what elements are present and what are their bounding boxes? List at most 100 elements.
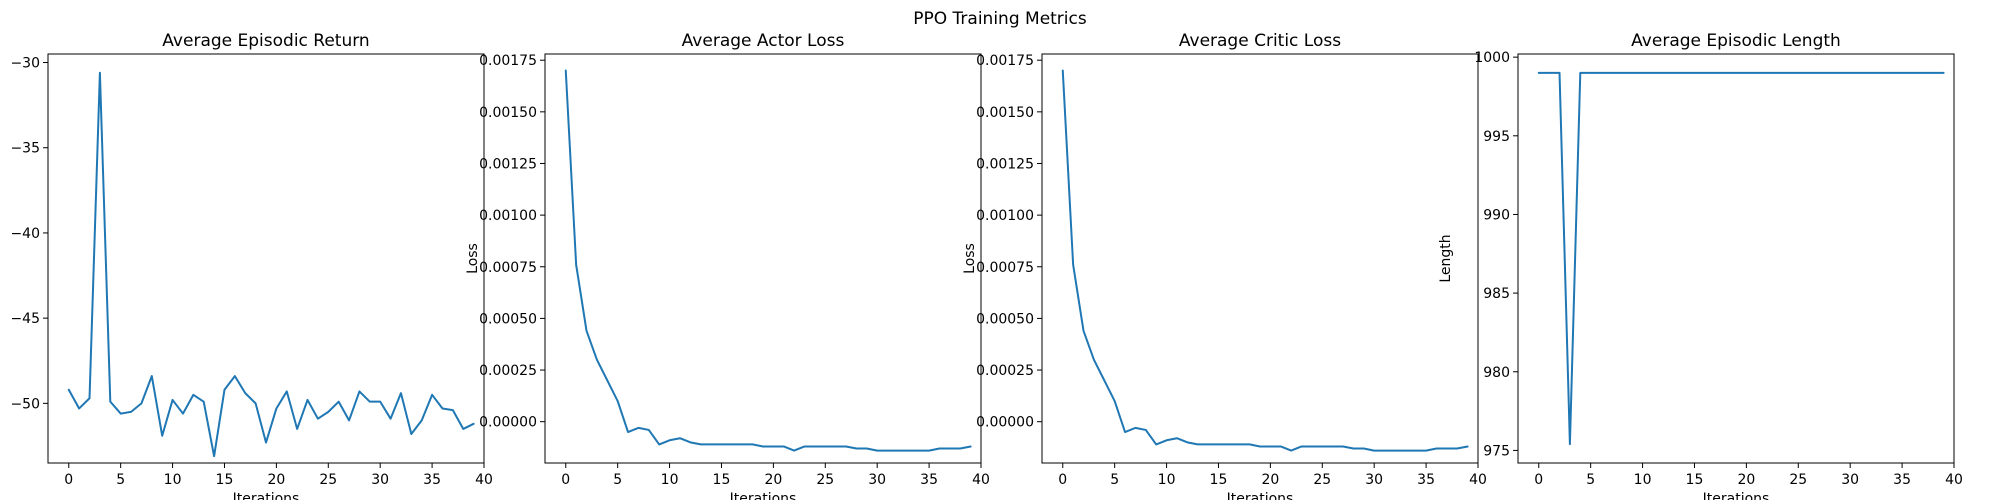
x-tick-label: 40 — [972, 472, 990, 488]
data-point — [1156, 444, 1157, 445]
data-point — [1881, 72, 1882, 73]
x-tick-label: 35 — [1893, 472, 1911, 488]
data-point — [1218, 444, 1219, 445]
data-point — [1715, 72, 1716, 73]
axes-frame — [47, 53, 485, 464]
data-point — [317, 418, 318, 419]
data-point — [1922, 72, 1923, 73]
data-point — [565, 70, 566, 71]
data-point — [380, 401, 381, 402]
data-point — [1611, 72, 1612, 73]
data-point — [1093, 359, 1094, 360]
data-point — [120, 413, 121, 414]
data-point — [1457, 448, 1458, 449]
y-tick-label: 0.00050 — [976, 311, 1034, 327]
data-point — [1446, 448, 1447, 449]
data-point — [690, 442, 691, 443]
data-point — [1384, 450, 1385, 451]
data-point — [970, 446, 971, 447]
x-tick-label: 30 — [1365, 472, 1383, 488]
y-tick-label: 0.00075 — [479, 260, 537, 276]
data-point — [679, 438, 680, 439]
data-point — [1363, 448, 1364, 449]
data-point — [1176, 438, 1177, 439]
data-point — [276, 408, 277, 409]
x-tick-label: 0 — [64, 472, 73, 488]
data-point — [628, 432, 629, 433]
data-point — [255, 403, 256, 404]
y-tick-label: 0.00075 — [976, 260, 1034, 276]
data-point — [1311, 446, 1312, 447]
data-point — [1374, 450, 1375, 451]
data-point — [897, 450, 898, 451]
data-point — [463, 428, 464, 429]
data-point — [596, 359, 597, 360]
data-point — [1228, 444, 1229, 445]
chart-panel-3: 0 5 10 15 20 25 30 35 40 0.00000 0.00025 0.00050 0.0… — [962, 31, 1487, 500]
data-point — [182, 413, 183, 414]
x-tick-label: 0 — [561, 472, 570, 488]
data-point — [648, 429, 649, 430]
data-point — [1621, 72, 1622, 73]
y-tick-label: 995 — [1483, 129, 1510, 145]
data-point — [1569, 444, 1570, 445]
data-point — [783, 446, 784, 447]
data-point — [1746, 72, 1747, 73]
data-point — [1353, 448, 1354, 449]
data-point — [338, 401, 339, 402]
x-tick-label: 15 — [216, 472, 234, 488]
x-tick-label: 20 — [267, 472, 285, 488]
data-point — [1343, 446, 1344, 447]
x-tick-label: 0 — [1534, 472, 1543, 488]
data-point — [1767, 72, 1768, 73]
y-tick-label: −30 — [10, 56, 40, 72]
chart-title: Average Episodic Return — [162, 31, 369, 51]
data-point — [234, 376, 235, 377]
data-point — [731, 444, 732, 445]
data-point — [266, 442, 267, 443]
x-tick-label: 10 — [1634, 472, 1652, 488]
data-point — [1301, 446, 1302, 447]
data-point — [1808, 72, 1809, 73]
data-point — [359, 391, 360, 392]
figure-title: PPO Training Metrics — [913, 9, 1087, 29]
data-point — [1426, 450, 1427, 451]
data-point — [586, 330, 587, 331]
data-point — [162, 435, 163, 436]
data-point — [473, 423, 474, 424]
x-tick-label: 15 — [713, 472, 731, 488]
x-tick-label: 30 — [1841, 472, 1859, 488]
y-tick-label: −50 — [10, 396, 40, 412]
data-point — [1145, 429, 1146, 430]
x-axis-label: Iterations — [1227, 491, 1294, 500]
data-point — [1829, 72, 1830, 73]
x-tick-label: 10 — [164, 472, 182, 488]
x-tick-label: 25 — [319, 472, 337, 488]
data-point — [1580, 72, 1581, 73]
data-point — [89, 398, 90, 399]
x-axis-label: Iterations — [730, 491, 797, 500]
data-point — [1673, 72, 1674, 73]
data-point — [866, 448, 867, 449]
data-point — [1798, 72, 1799, 73]
data-point — [752, 444, 753, 445]
data-point — [617, 401, 618, 402]
data-point — [773, 446, 774, 447]
data-point — [1436, 448, 1437, 449]
x-tick-label: 5 — [613, 472, 622, 488]
y-tick-label: −35 — [10, 141, 40, 157]
y-tick-label: 0.00175 — [976, 53, 1034, 69]
x-tick-label: 10 — [661, 472, 679, 488]
y-tick-label: 985 — [1483, 286, 1510, 302]
data-point — [172, 399, 173, 400]
axes-frame — [1041, 53, 1479, 464]
data-point — [193, 394, 194, 395]
y-tick-label: 0.00000 — [976, 415, 1034, 431]
data-point — [1135, 427, 1136, 428]
data-point — [1166, 440, 1167, 441]
data-point — [908, 450, 909, 451]
data-point — [804, 446, 805, 447]
x-tick-label: 30 — [371, 472, 389, 488]
data-point — [918, 450, 919, 451]
